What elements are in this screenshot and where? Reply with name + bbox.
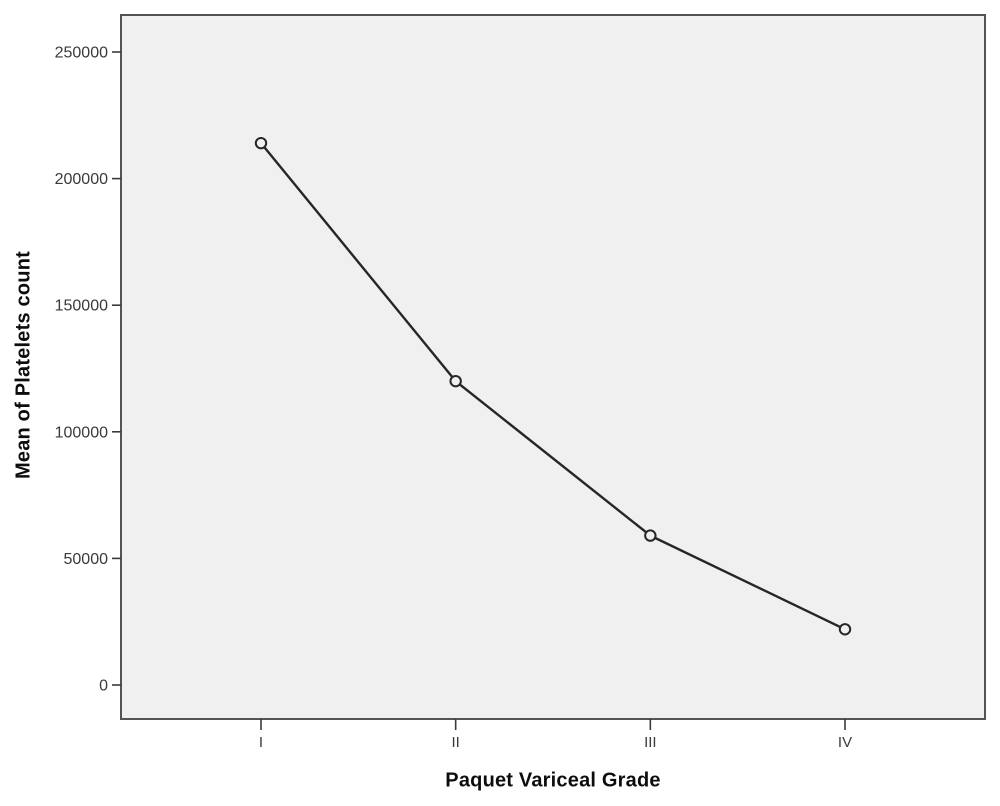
data-point-marker — [644, 529, 657, 542]
data-line — [260, 142, 846, 631]
y-axis-tick-label: 100000 — [55, 424, 108, 441]
y-axis-tick-label: 200000 — [55, 171, 108, 188]
data-point-marker — [449, 374, 462, 388]
x-axis-tick-label: I — [259, 734, 263, 751]
y-axis-tick-label: 150000 — [55, 298, 108, 315]
x-axis-tick-label: II — [451, 734, 459, 751]
data-point-marker — [838, 623, 852, 636]
data-point-marker — [254, 136, 268, 150]
x-axis-tick-label: III — [644, 734, 657, 751]
x-axis-title: Paquet Variceal Grade — [445, 769, 661, 792]
y-axis-tick-label: 250000 — [55, 45, 108, 62]
y-axis-title: Mean of Platelets count — [12, 251, 35, 479]
y-axis-tick-label: 50000 — [64, 551, 109, 568]
plot-area — [120, 14, 986, 720]
x-axis-tick-label: IV — [838, 734, 852, 751]
y-axis-tick-label: 0 — [99, 678, 108, 695]
